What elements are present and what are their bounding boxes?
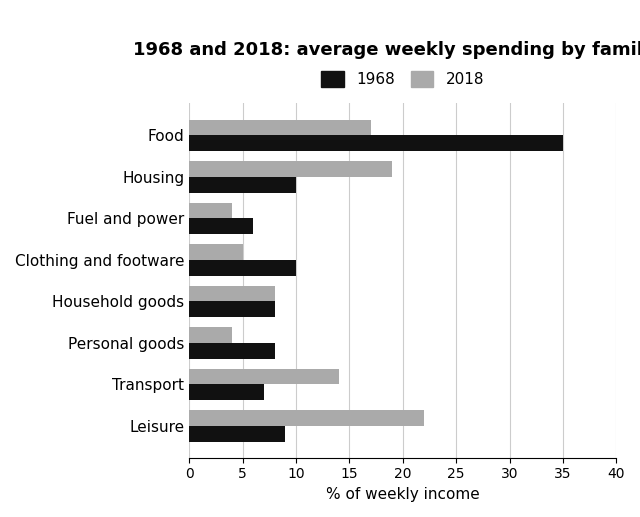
Bar [189, 218, 253, 234]
Bar [189, 327, 232, 343]
Bar [189, 119, 371, 135]
Bar [189, 203, 232, 218]
Bar [189, 177, 296, 193]
Legend: 1968, 2018: 1968, 2018 [316, 65, 490, 93]
Bar [189, 384, 264, 400]
Bar [189, 135, 563, 151]
Bar [189, 161, 392, 177]
Bar [189, 244, 243, 260]
Bar [189, 426, 285, 442]
X-axis label: % of weekly income: % of weekly income [326, 487, 480, 502]
Bar [189, 369, 339, 384]
Title: 1968 and 2018: average weekly spending by families: 1968 and 2018: average weekly spending b… [133, 41, 640, 59]
Bar [189, 301, 275, 317]
Bar [189, 285, 275, 301]
Bar [189, 410, 424, 426]
Bar [189, 260, 296, 276]
Bar [189, 343, 275, 359]
